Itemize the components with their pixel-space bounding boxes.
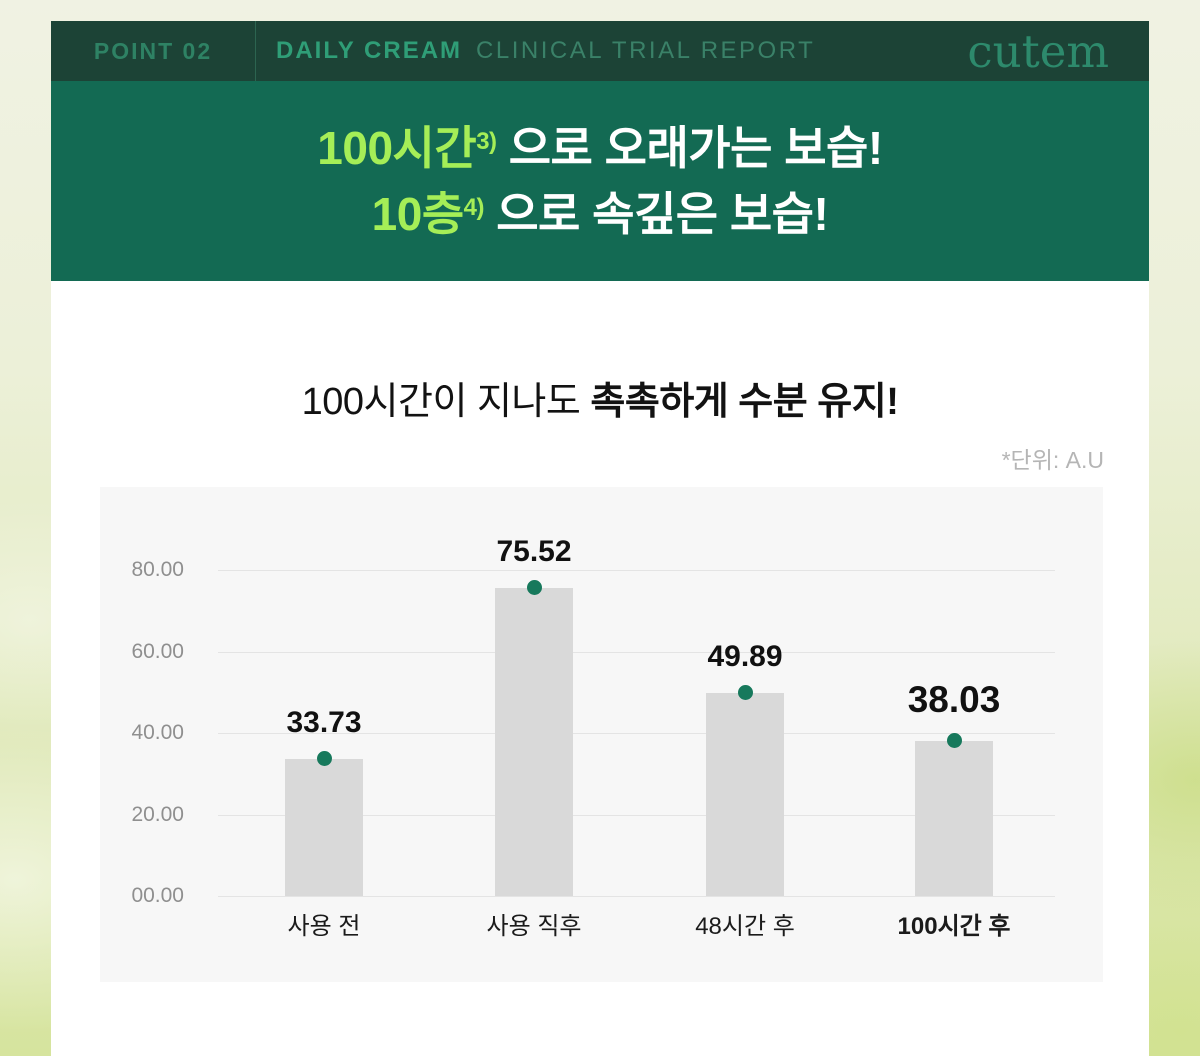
bar-dot (527, 580, 542, 596)
highlight-text-2: 10층 (371, 187, 465, 240)
chart-panel: 00.00 20.00 40.00 60.00 80.00 33.73 사용 전 75.52 사… (100, 487, 1103, 983)
report-title-label: CLINICAL TRIAL REPORT (476, 37, 816, 64)
footnote-marker-4: 4) (463, 193, 485, 221)
bar-value-label: 38.03 (907, 679, 1001, 721)
header-spacer (815, 21, 967, 81)
chart-title-normal: 100시간이 지나도 (301, 381, 591, 423)
brand-logo: cutem (967, 24, 1109, 78)
gridline-0 (218, 896, 1055, 898)
x-axis-category-label: 사용 직후 (486, 913, 582, 941)
bar-dot (317, 751, 332, 767)
header-divider (255, 21, 256, 81)
bar-dot (947, 733, 962, 749)
highlight-text-1: 100시간 (317, 121, 477, 174)
unit-note: *단위: A.U (1001, 446, 1104, 473)
point-label: POINT 02 (93, 37, 213, 64)
product-name-label: DAILY CREAM (276, 37, 463, 64)
y-axis-tick-label: 40.00 (131, 721, 184, 745)
gridline-20 (218, 815, 1055, 817)
chart-title: 100시간이 지나도 촉촉하게 수분 유지! (51, 381, 1149, 425)
headline-rest-2: 으로 속깊은 보습! (483, 187, 829, 240)
headline-line-2: 10층4) 으로 속깊은 보습! (371, 187, 829, 240)
bar-48시간 후 (706, 693, 784, 897)
x-axis-category-label: 사용 전 (287, 913, 361, 941)
gridline-80 (218, 570, 1055, 572)
bar-value-label: 49.89 (707, 640, 783, 674)
headline-banner: 100시간3) 으로 오래가는 보습! 10층4) 으로 속깊은 보습! (51, 81, 1149, 281)
y-axis-tick-label: 80.00 (131, 558, 184, 582)
main-content: 100시간이 지나도 촉촉하게 수분 유지! *단위: A.U 00.00 20.… (51, 281, 1149, 1056)
y-axis-tick-label: 20.00 (131, 803, 184, 827)
x-axis-category-label: 48시간 후 (695, 913, 795, 941)
chart-title-bold: 촉촉하게 수분 유지! (590, 381, 899, 423)
footnote-marker-3: 3) (476, 128, 497, 156)
y-axis-tick-label: 00.00 (131, 884, 184, 908)
gridline-40 (218, 733, 1055, 735)
bar-value-label: 33.73 (286, 706, 362, 740)
bar-value-label: 75.52 (496, 535, 572, 569)
y-axis-tick-label: 60.00 (131, 640, 184, 664)
bar-100시간 후 (915, 741, 993, 897)
headline-rest-1: 으로 오래가는 보습! (496, 121, 883, 174)
bar-사용 직후 (495, 588, 573, 897)
content-column: POINT 02 DAILY CREAM CLINICAL TRIAL REPO… (51, 0, 1149, 1056)
top-header-bar: POINT 02 DAILY CREAM CLINICAL TRIAL REPO… (51, 21, 1149, 81)
x-axis-category-label: 100시간 후 (897, 913, 1011, 941)
gridline-60 (218, 652, 1055, 654)
bar-사용 전 (285, 759, 363, 897)
headline-line-1: 100시간3) 으로 오래가는 보습! (317, 121, 883, 174)
bar-dot (738, 685, 753, 701)
